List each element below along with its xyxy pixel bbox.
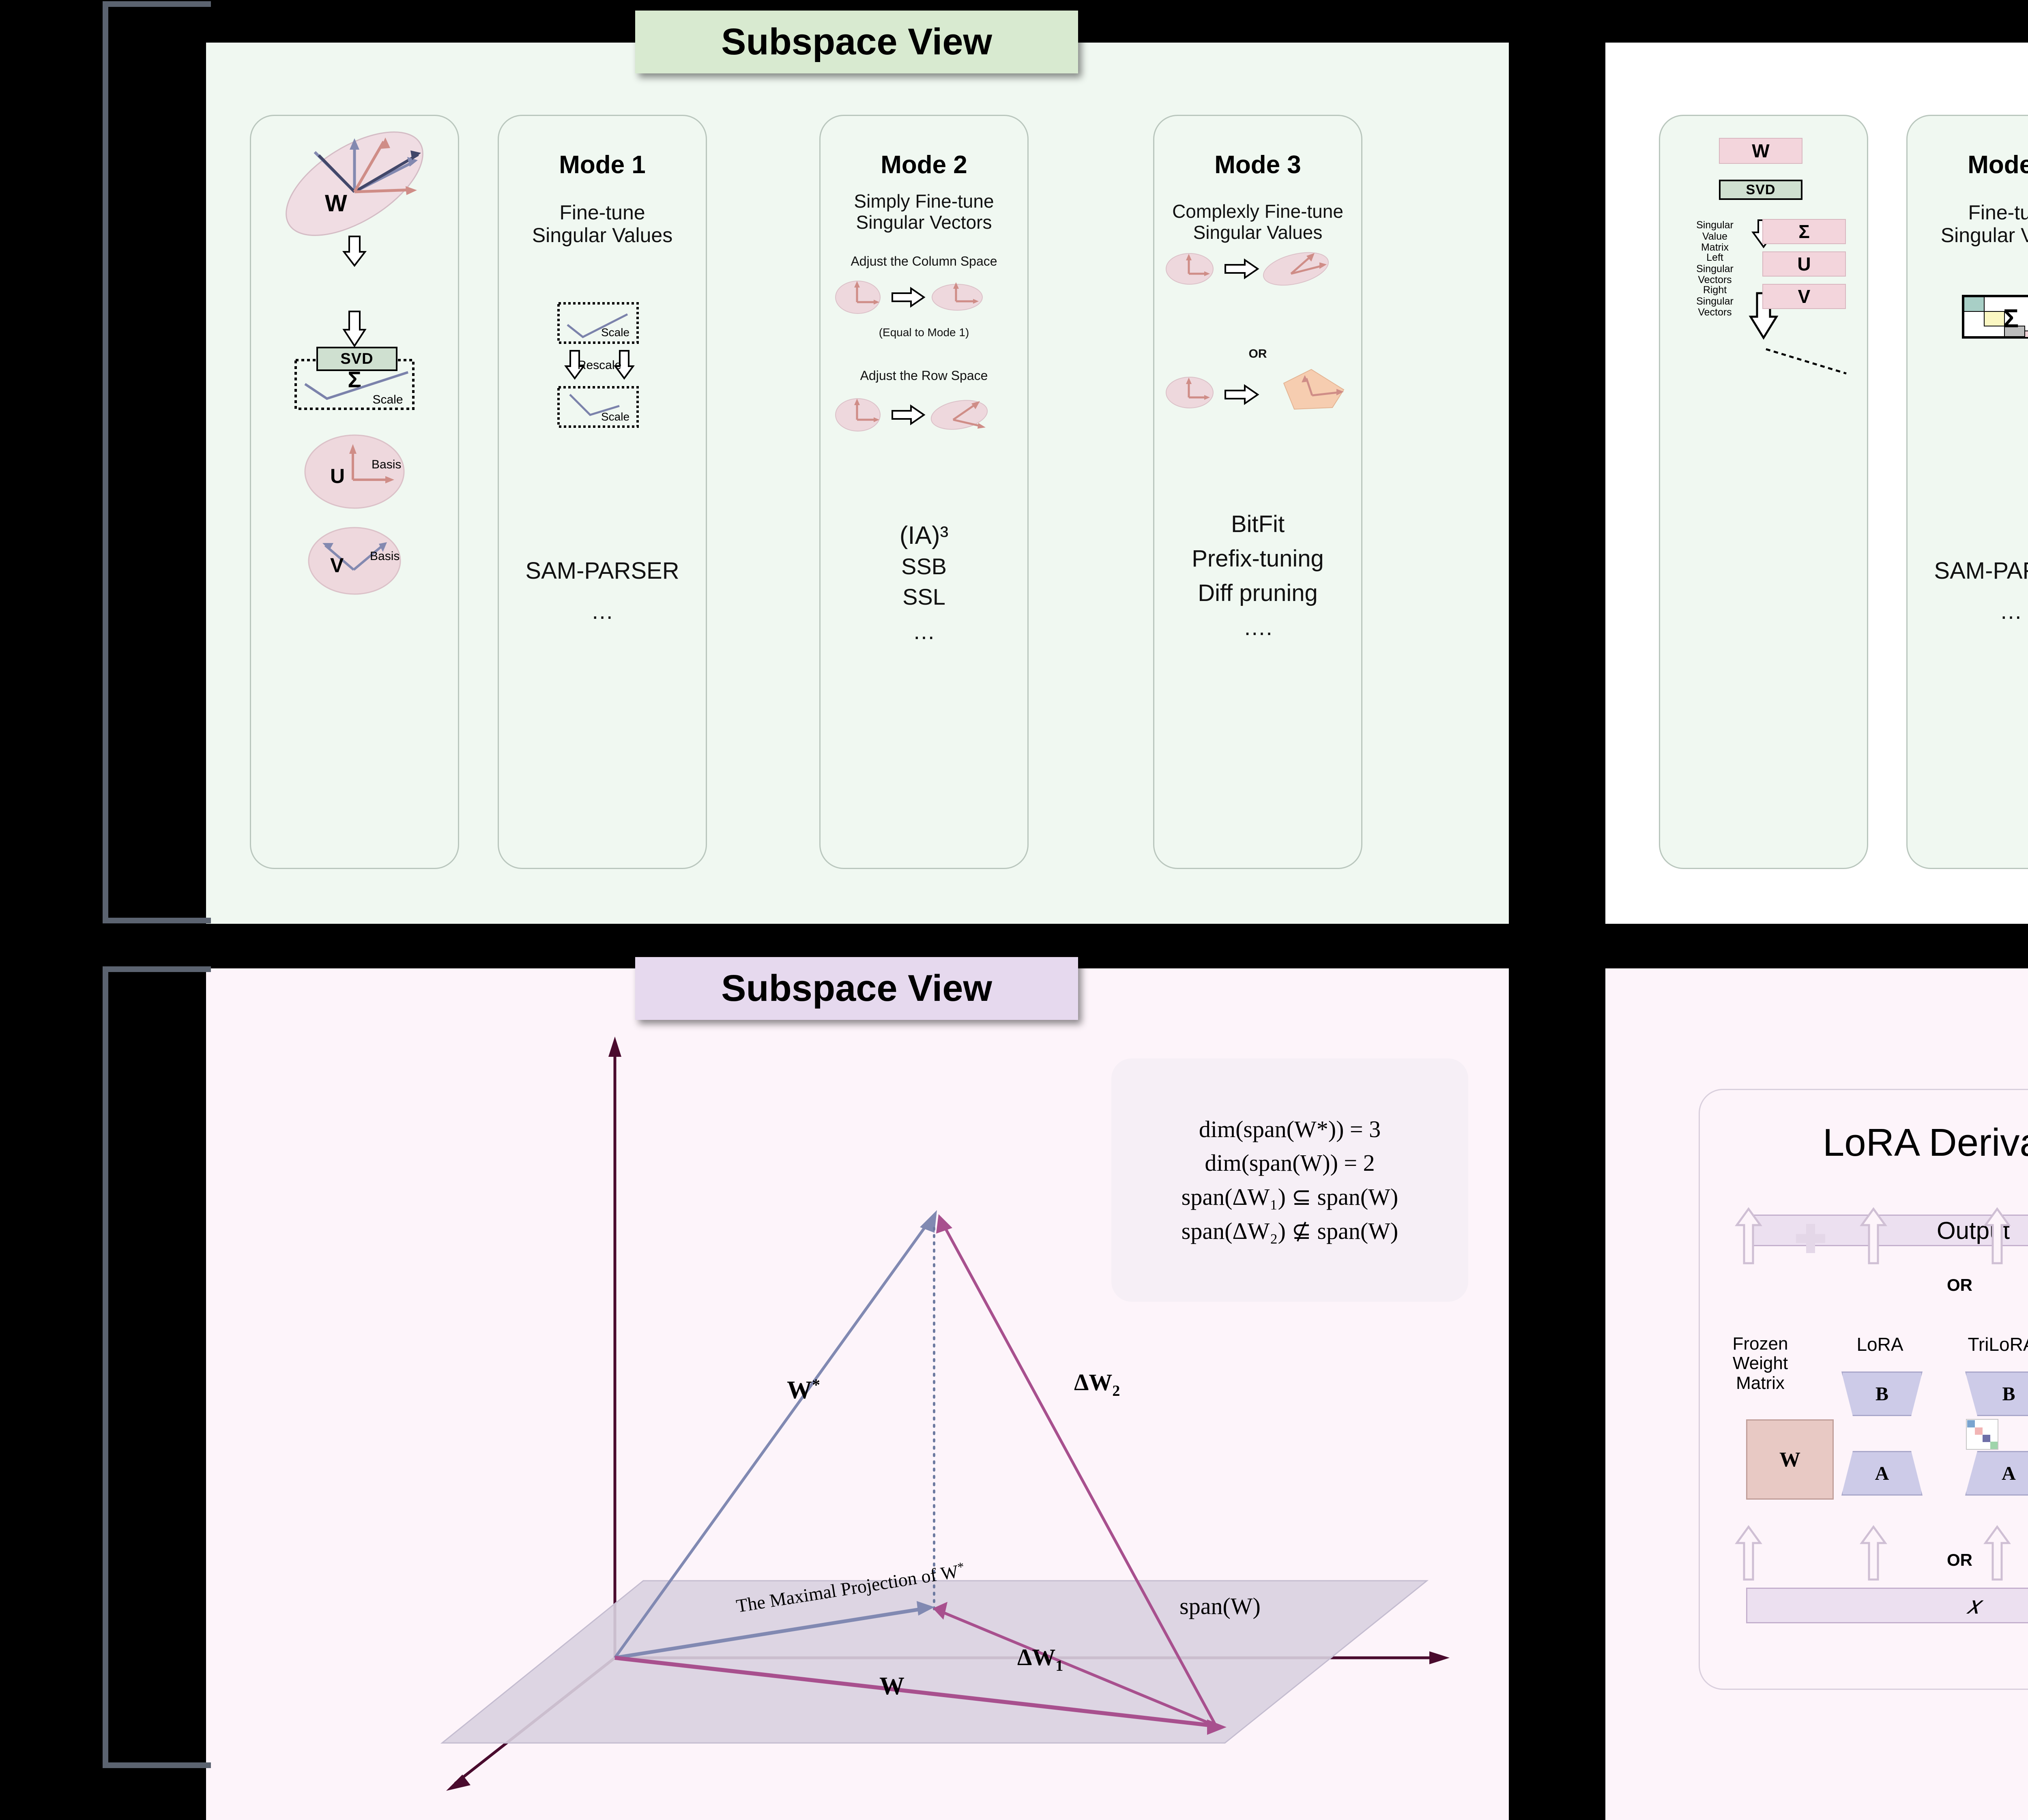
mode-title: Mode 3 [1214,151,1301,179]
equation-3: span(ΔW₂) ⊈ span(W) [1181,1218,1399,1244]
lora-col-1-a [1965,1451,2028,1496]
card-numerical-mode-1: Mode 1 Fine-tune Singular Values SAM-PAR… [1906,115,2028,869]
mode-methods: SAM-PARSER [1934,558,2028,584]
equation-0: dim(span(W*)) = 3 [1199,1116,1381,1142]
mode2-subspace-graphics [835,281,988,431]
lora-col-1-a-label: A [2002,1462,2016,1484]
mode1-numerical-sigma-matrix: Σ [1962,295,2028,339]
lora-arrows [1735,1207,2011,1581]
mode3-subspace-graphics [1166,252,1345,410]
svg-text:Rescale: Rescale [578,358,621,372]
mode3-method-2: Diff pruning [1198,580,1318,606]
tab-label: Subspace View [721,21,992,62]
mode-title: Mode 2 [881,151,967,179]
equation-1: dim(span(W)) = 2 [1205,1150,1375,1176]
numerical-v-box: V [1762,284,1846,309]
w-ellipse-label: W [325,190,347,217]
svd-chip-subspace: SVD [316,347,397,371]
plane-label-span-w: span(W) [1179,1593,1261,1619]
mode-subtitle: Complexly Fine-tune Singular Values [1172,201,1343,243]
card-subspace-mode-1: Mode 1 Fine-tune Singular Values SAM-PAR… [498,115,707,869]
mode-methods: SAM-PARSER [525,558,679,584]
lora-col-1-b [1965,1371,2028,1416]
card-subspace-mode-3: Mode 3 Complexly Fine-tune Singular Valu… [1153,115,1362,869]
svg-text:Scale: Scale [601,326,629,339]
mode2-method-1: SSB [901,554,947,579]
mode3-or-label: OR [1248,347,1267,361]
label-left-singular-vectors: Left Singular Vectors [1696,252,1734,285]
svg-text:U: U [330,465,345,487]
tab-subspace-view-top[interactable]: Subspace View [635,11,1078,73]
lora-col-1-name: TriLoRA [1968,1334,2028,1355]
panel-numerical-view-bottom [1605,968,2028,1820]
subspace-3d-diagram: span(W) W* The Maximal Projection of W* … [440,1037,1450,1791]
mode1-subspace-graphics: Scale Rescale Scale [557,302,639,428]
numerical-w-box: W [1719,138,1802,164]
mode2-row1-caption: Adjust the Column Space [851,254,997,268]
vector-label-w-star: W* [787,1376,820,1404]
lora-output-bar: Output [1746,1215,2028,1246]
mode3-ellipsis: …. [1243,614,1272,640]
lora-or-top-1: OR [1947,1275,1972,1294]
lora-input-bar: 𝑥 [1746,1588,2028,1623]
svg-text:Scale: Scale [601,410,629,423]
lora-w-matrix: W [1746,1419,1834,1500]
mode2-ellipsis: … [913,618,935,644]
tab-subspace-view-bottom[interactable]: Subspace View [635,957,1078,1020]
card-subspace-mode-2: Mode 2 Simply Fine-tune Singular Vectors… [819,115,1029,869]
lora-core-matrices [1966,1419,1998,1450]
mode-title: Mode 1 [1968,151,2028,179]
mode2-method-0: (IA)³ [899,522,949,549]
lora-col-1-b-label: B [2002,1383,2015,1405]
lora-panel-title: LoRA Derivatives [1822,1121,2028,1164]
mode2-row2-caption: Adjust the Row Space [860,368,988,383]
svg-text:Basis: Basis [372,458,401,471]
vector-label-delta-w2: ΔW2 [1074,1369,1120,1399]
lora-col-0-a [1841,1451,1923,1496]
lora-or-bottom-1: OR [1947,1550,1972,1569]
card-svd-subspace [250,115,459,869]
equation-2: span(ΔW₁) ⊆ span(W) [1181,1184,1399,1210]
svg-text:V: V [330,554,344,577]
panel-subspace-view-top [206,43,1509,924]
svg-text:Basis: Basis [370,549,400,563]
numerical-u-box: U [1762,251,1846,277]
card-lora-derivatives: LoRA Derivatives [1699,1089,2028,1690]
lora-col-0-b-label: B [1875,1383,1888,1405]
svd-chip-numerical: SVD [1719,180,1802,200]
label-singular-value-matrix: Singular Value Matrix [1696,219,1734,253]
equations-box: dim(span(W*)) = 3 dim(span(W)) = 2 span(… [1111,1058,1468,1302]
lora-frozen-weight-label: Frozen Weight Matrix [1732,1334,1788,1393]
mode-subtitle: Fine-tune Singular Values [532,201,673,247]
vector-label-w: W [879,1672,904,1700]
lora-col-0-name: LoRA [1856,1334,1903,1355]
mode2-method-2: SSL [902,584,945,610]
svg-text:Scale: Scale [372,393,403,406]
mode2-row1-note: (Equal to Mode 1) [879,326,969,339]
svg-text:Σ: Σ [2003,304,2019,333]
tab-label: Subspace View [721,968,992,1009]
mode-subtitle: Simply Fine-tune Singular Vectors [854,191,994,233]
left-grouping-brackets [103,1,211,1768]
label-right-singular-vectors: Right Singular Vectors [1696,284,1734,318]
mode-ellipsis: … [2000,598,2022,624]
svd-subspace-graphics: W Σ Scale U Basis V Basis [286,131,423,595]
mode3-method-1: Prefix-tuning [1192,545,1324,572]
lora-col-0-a-label: A [1875,1462,1889,1484]
mode-ellipsis: … [591,598,614,624]
mode-title: Mode 1 [559,151,646,179]
mode3-method-0: BitFit [1231,511,1285,537]
numerical-sigma-box: Σ [1762,219,1846,244]
mode-subtitle: Fine-tune Singular Values [1940,201,2028,247]
